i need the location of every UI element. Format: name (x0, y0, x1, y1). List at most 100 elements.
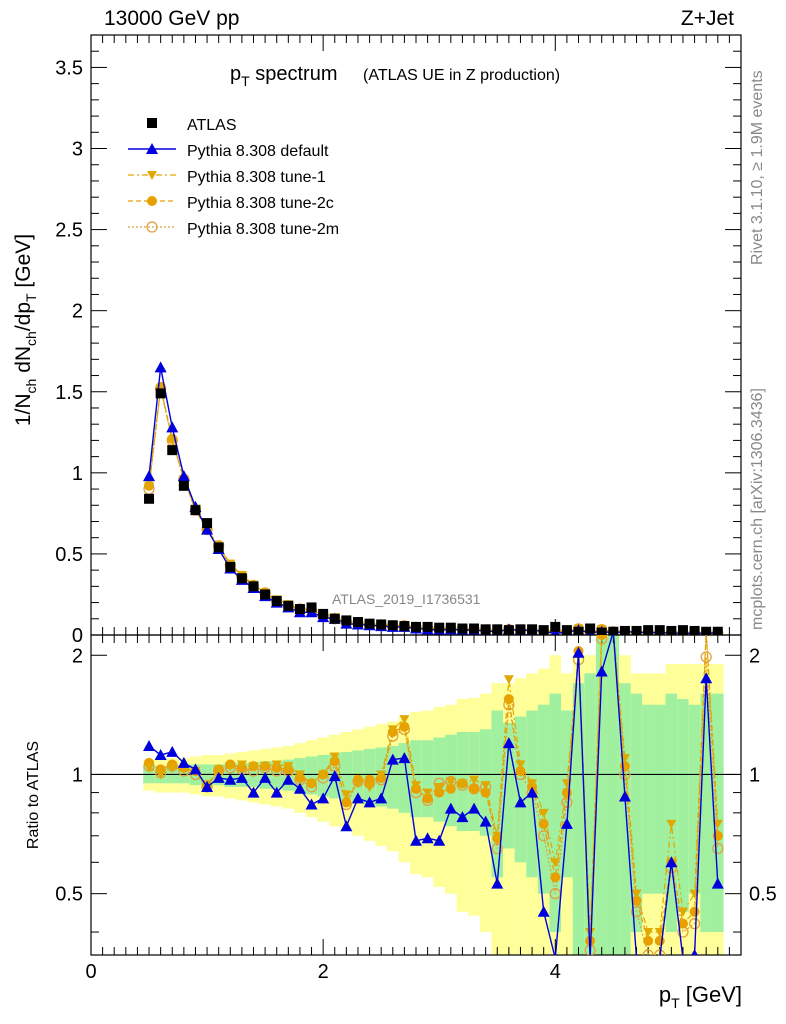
ylabel-top: 1/Nch dNch/dpT [GeV] (12, 234, 39, 426)
atlas-point (527, 624, 538, 635)
legend-label: Pythia 8.308 tune-2m (187, 221, 339, 238)
atlas-point (480, 624, 491, 635)
ratio-y-tick-label-right: 2 (749, 645, 760, 667)
atlas-point (608, 626, 619, 635)
ratio-point (260, 762, 271, 772)
x-tick-label: 2 (318, 961, 329, 983)
header-right: Z+Jet (681, 7, 734, 30)
ratio-point (691, 949, 698, 955)
ratio-point (167, 763, 178, 773)
ratio-point (712, 842, 724, 855)
legend-marker (146, 143, 158, 154)
ratio-point (177, 756, 190, 768)
atlas-point (202, 518, 213, 529)
ratio-point (247, 786, 260, 798)
ratio-y-tick-label-right: 0.5 (749, 884, 777, 906)
ratio-point (318, 770, 329, 780)
band-inner-bin (503, 722, 515, 849)
band-inner-bin (410, 740, 422, 818)
atlas-point (411, 621, 421, 632)
ratio-point (456, 811, 469, 823)
ratio-point (643, 935, 654, 946)
ratio-point (225, 762, 236, 772)
legend-label: Pythia 8.308 tune-1 (187, 169, 326, 186)
band-inner-bin (514, 716, 527, 863)
ratio-point (654, 928, 665, 938)
y-tick-label: 2.5 (55, 220, 83, 242)
ratio-point (434, 782, 445, 792)
ratio-point (341, 797, 352, 808)
atlas-point (213, 542, 224, 553)
ratio-y-tick-label: 0.5 (55, 884, 83, 906)
ratio-point (537, 905, 550, 917)
atlas-point (457, 623, 468, 634)
uncertainty-bands (143, 635, 724, 955)
atlas-point (387, 620, 398, 631)
ratio-point (236, 760, 247, 770)
atlas-point (445, 622, 456, 633)
ratio-point (294, 770, 305, 780)
band-inner-bin (537, 704, 550, 894)
legend-marker (146, 221, 158, 233)
ratio-point (376, 770, 387, 780)
ratio-point (700, 672, 713, 684)
ratio-point (445, 777, 456, 787)
ratio-point (572, 646, 585, 658)
ratio-point (399, 721, 410, 732)
y-tick-label: 0 (72, 625, 83, 647)
ratio-point (711, 877, 724, 889)
atlas-point (341, 615, 352, 626)
title-main: p (230, 63, 241, 85)
spectrum-plot: 0 0.5 1 1.5 2 2.5 3 3.5 (55, 34, 742, 651)
ratio-point (595, 665, 608, 677)
ratio-point (341, 790, 352, 800)
ratio-point (155, 770, 166, 780)
ratio-point (201, 780, 214, 792)
ratio-point (538, 818, 549, 829)
x-tick-label: 4 (550, 961, 561, 983)
ratio-point (665, 856, 678, 868)
ratio-point (469, 775, 480, 785)
ratio-point (270, 786, 283, 798)
ratio-point (538, 808, 549, 818)
y-tick-label: 2 (72, 301, 83, 323)
title-rest: spectrum (250, 63, 338, 85)
atlas-point (225, 561, 236, 572)
band-inner-bin (653, 704, 666, 894)
atlas-point (178, 480, 189, 491)
atlas-point (306, 602, 317, 613)
atlas-point (701, 626, 712, 635)
band-inner-bin (711, 693, 724, 933)
band-inner-bin (491, 710, 504, 878)
atlas-point (376, 619, 387, 630)
atlas-point (654, 625, 665, 635)
ratio-point (457, 779, 468, 789)
ratio-point (631, 889, 642, 899)
y-tick-label: 1 (72, 463, 83, 485)
ratio-point (492, 831, 503, 841)
atlas-point (631, 625, 642, 635)
atlas-point (422, 621, 433, 632)
ratio-point (700, 651, 712, 663)
atlas-point (271, 595, 282, 606)
ratio-point (502, 737, 515, 749)
atlas-point (248, 581, 259, 592)
ratio-point (351, 792, 364, 804)
band-inner-bin (584, 673, 596, 955)
series-point (201, 523, 214, 535)
xlabel: pT [GeV] (659, 982, 742, 1011)
band-inner-bin (619, 683, 631, 955)
ratio-point (468, 802, 481, 814)
ratio-point (561, 787, 572, 798)
band-inner-bin (572, 683, 585, 955)
ratio-point (411, 781, 421, 791)
ratio-point (282, 773, 295, 785)
band-inner-bin (630, 693, 643, 933)
atlas-point (515, 624, 526, 635)
ratio-point (585, 928, 596, 938)
ratio-point (410, 834, 422, 846)
atlas-point (550, 621, 561, 632)
band-inner-bin (305, 756, 318, 795)
ratio-point (491, 842, 503, 855)
